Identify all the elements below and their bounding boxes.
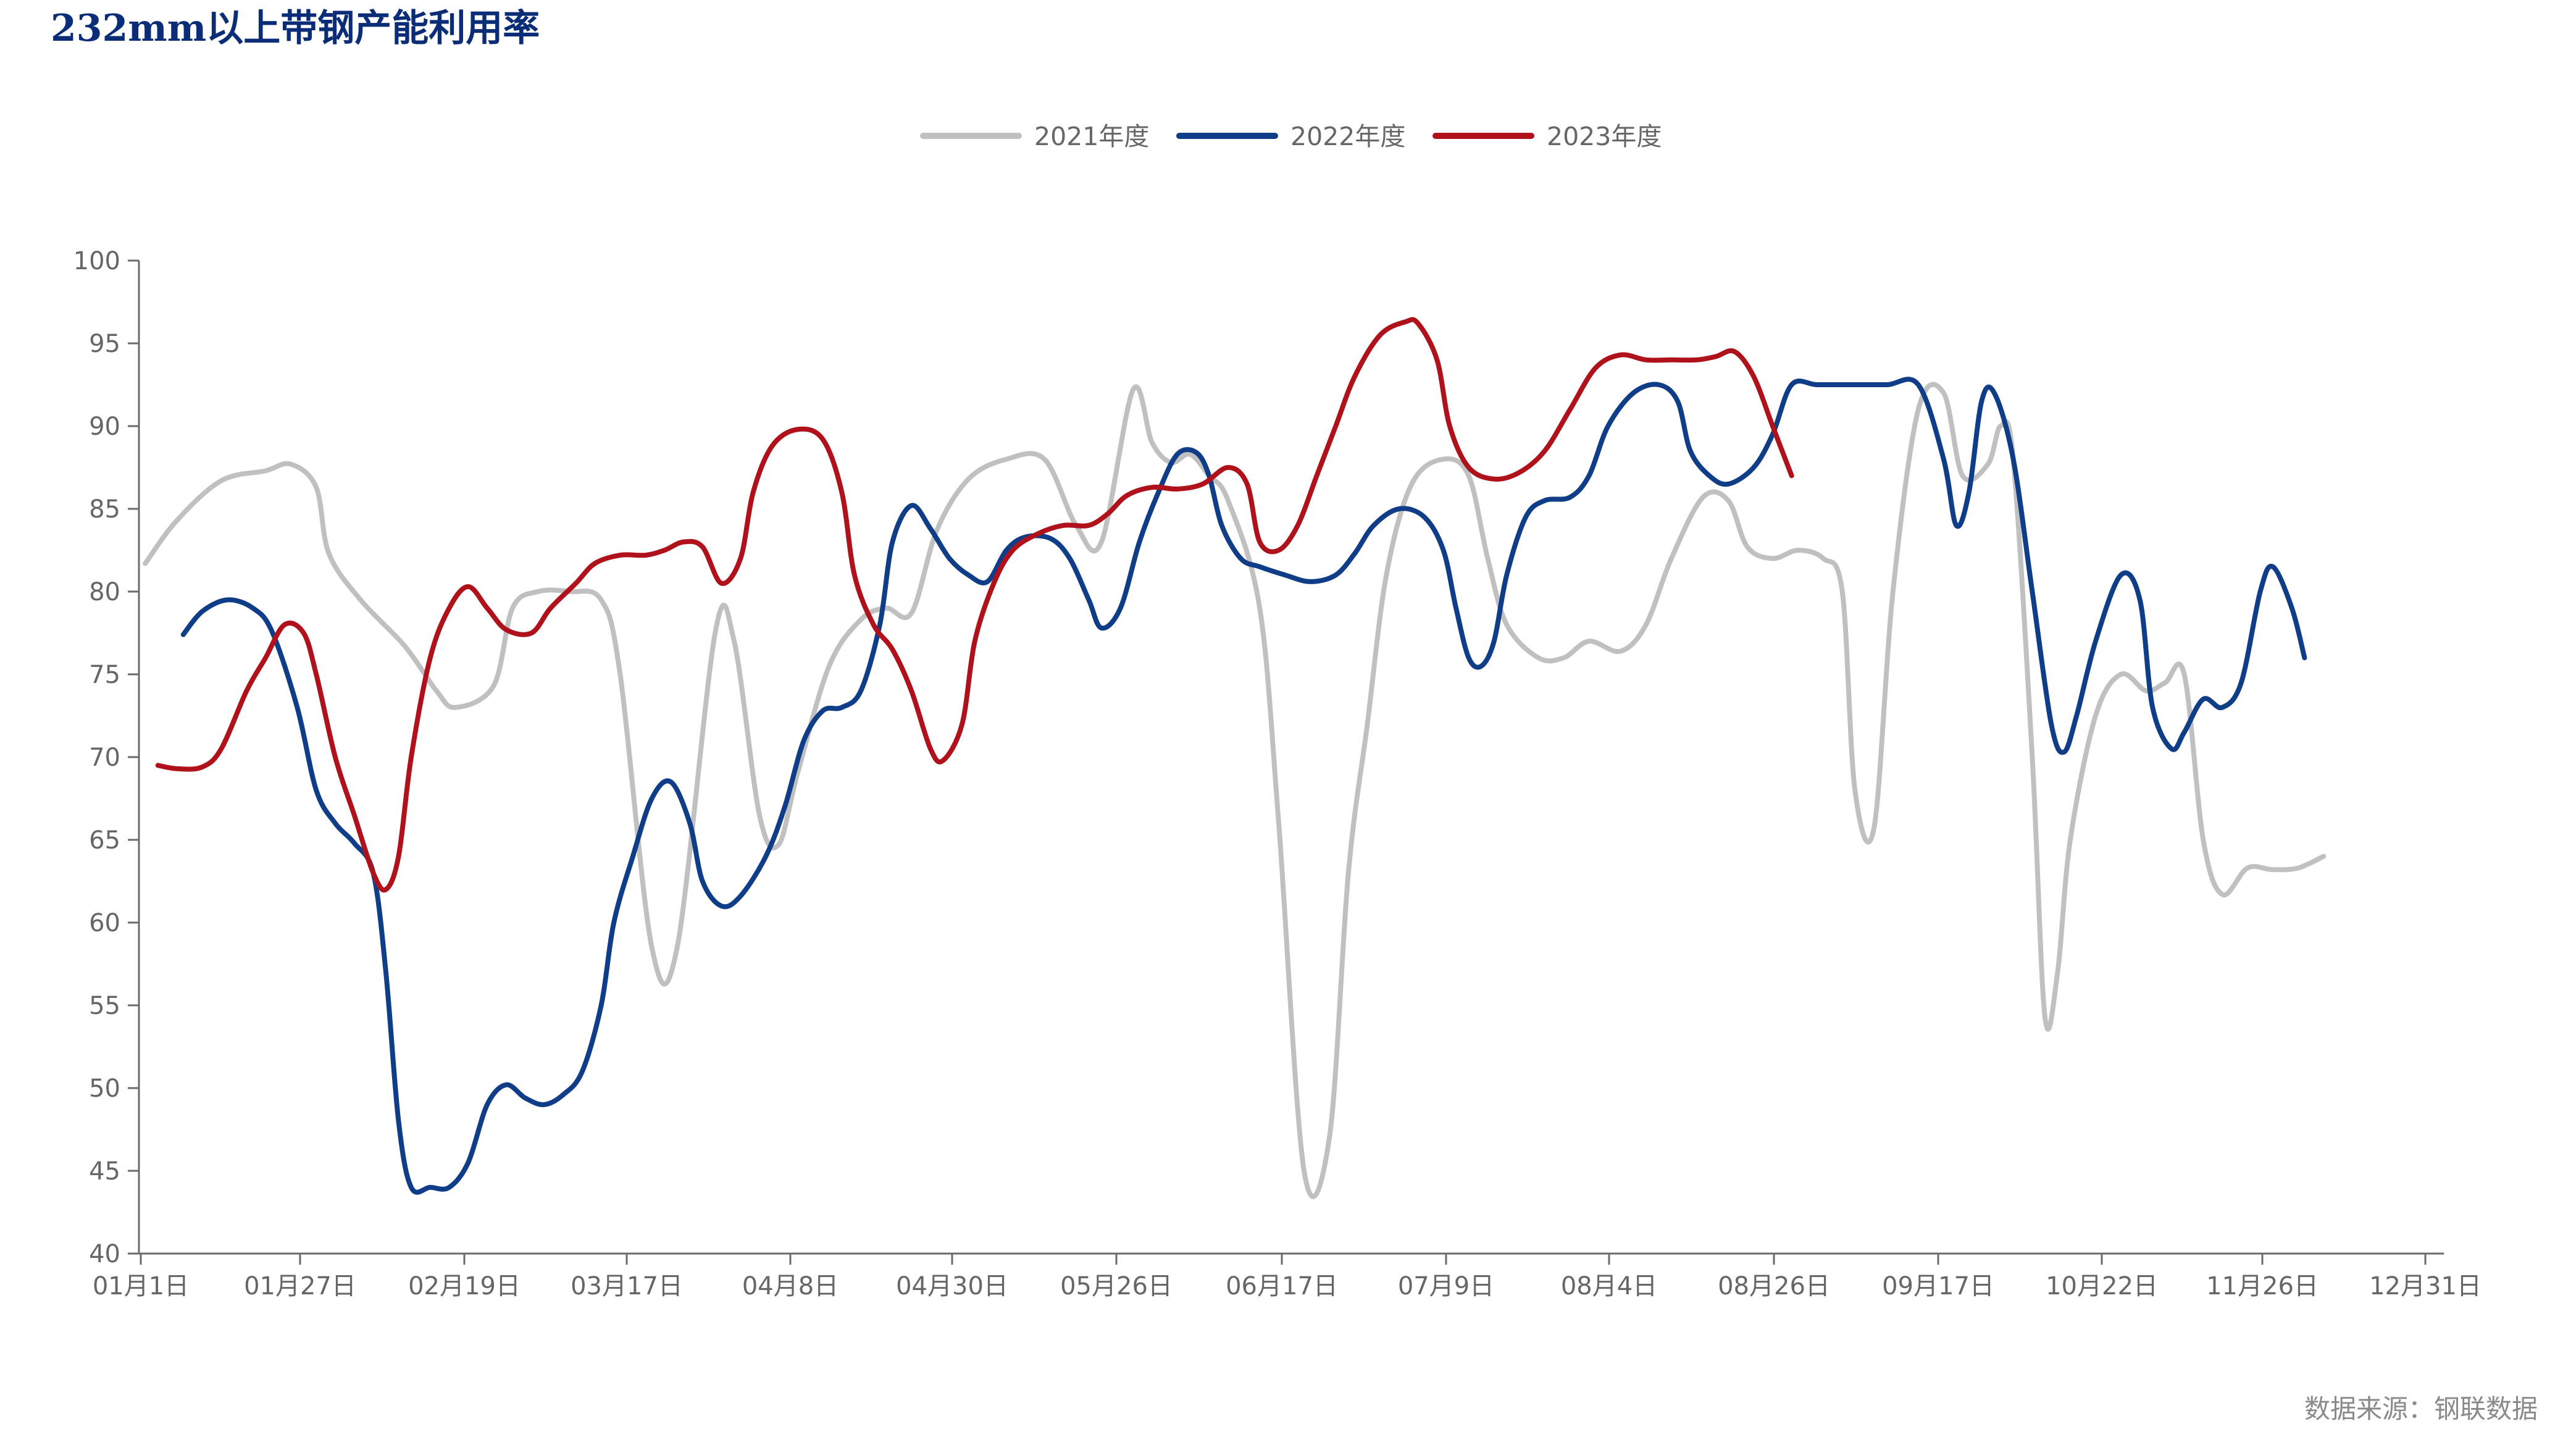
- y-tick-label: 75: [89, 661, 120, 689]
- x-tick-label: 07月9日: [1398, 1272, 1494, 1300]
- y-tick-label: 90: [89, 413, 120, 441]
- legend-label-2: 2022年度: [1290, 122, 1405, 151]
- y-tick-label: 50: [89, 1074, 120, 1103]
- chart-axes: 100 95 90 85 80 75 70 65 60 55 50 45 40 01月1日 01月27日 02…: [73, 247, 2482, 1300]
- y-tick-label: 60: [89, 909, 120, 937]
- y-tick-label: 70: [89, 743, 120, 772]
- legend-label-3: 2023年度: [1547, 122, 1662, 151]
- x-tick-label: 02月19日: [408, 1272, 521, 1300]
- y-tick-label: 55: [89, 992, 120, 1020]
- series-line-1: [143, 382, 2327, 1199]
- x-tick-label: 06月17日: [1226, 1272, 1338, 1300]
- x-tick-label: 04月30日: [896, 1272, 1008, 1300]
- chart-title: 232mm以上带钢产能利用率: [51, 7, 540, 50]
- x-tick-label: 01月1日: [93, 1272, 189, 1300]
- x-tick-label: 04月8日: [742, 1272, 838, 1300]
- x-tick-label: 08月26日: [1718, 1272, 1830, 1300]
- y-tick-label: 100: [73, 247, 120, 275]
- y-tick-label: 85: [89, 495, 120, 524]
- x-tick-label: 10月22日: [2046, 1272, 2158, 1300]
- x-tick-label: 08月4日: [1561, 1272, 1657, 1300]
- legend-label-1: 2021年度: [1034, 122, 1149, 151]
- x-tick-label: 12月31日: [2369, 1272, 2482, 1300]
- y-tick-label: 40: [89, 1240, 120, 1268]
- x-tick-label: 05月26日: [1060, 1272, 1173, 1300]
- chart-series: [143, 317, 2327, 1199]
- x-tick-label: 09月17日: [1882, 1272, 1994, 1300]
- x-tick-label: 11月26日: [2206, 1272, 2319, 1300]
- chart-legend: 2021年度 2022年度 2023年度: [920, 122, 1662, 151]
- series-line-2: [180, 377, 2307, 1195]
- source-label: 数据来源：钢联数据: [2304, 1394, 2538, 1424]
- y-tick-label: 80: [89, 578, 120, 606]
- x-tick-label: 01月27日: [244, 1272, 356, 1300]
- y-tick-label: 95: [89, 330, 120, 358]
- series-line-3: [155, 317, 1794, 893]
- y-tick-label: 45: [89, 1157, 120, 1186]
- y-tick-label: 65: [89, 826, 120, 855]
- x-tick-label: 03月17日: [571, 1272, 683, 1300]
